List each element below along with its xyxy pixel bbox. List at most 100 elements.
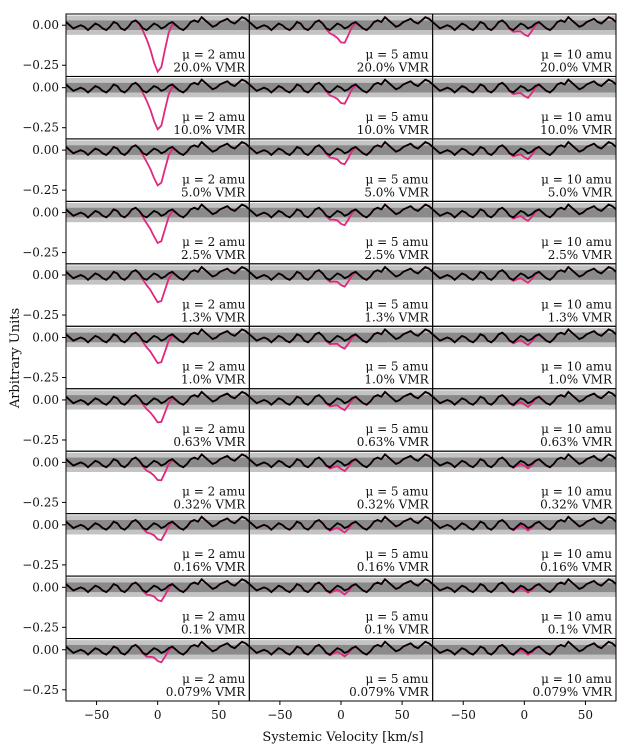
panel-plot-area: [432, 577, 616, 597]
y-tick-label: −0.25: [22, 495, 59, 509]
panel-vmr-label: 20.0% VMR: [540, 60, 613, 74]
panel-vmr-label: 0.16% VMR: [173, 560, 246, 574]
panel-mu-label: μ = 5 amu: [365, 485, 428, 499]
panel-mu-label: μ = 2 amu: [182, 672, 245, 686]
panel-mu-label: μ = 5 amu: [365, 672, 428, 686]
panel-vmr-label: 0.32% VMR: [540, 498, 613, 512]
panel-vmr-label: 20.0% VMR: [173, 60, 246, 74]
panel-vmr-label: 0.63% VMR: [173, 435, 246, 449]
panel-mu-label: μ = 2 amu: [182, 485, 245, 499]
panel-plot-area: [432, 140, 616, 161]
observed-series-line: [432, 328, 616, 344]
panel-plot-area: [66, 78, 250, 131]
y-tick-label: 0.00: [32, 643, 59, 657]
panel-mu-label: μ = 10 amu: [541, 110, 612, 124]
observed-series-line: [432, 453, 616, 469]
panel-mu-label: μ = 10 amu: [541, 485, 612, 499]
panel-mu-label: μ = 10 amu: [541, 47, 612, 61]
panel-vmr-label: 10.0% VMR: [540, 123, 613, 137]
observed-series-line: [249, 453, 433, 469]
panel-mu-label: μ = 2 amu: [182, 547, 245, 561]
x-tick-label: 0: [521, 708, 529, 722]
panel-plot-area: [432, 265, 616, 285]
panel-mu-label: μ = 10 amu: [541, 172, 612, 186]
observed-series-line: [249, 78, 433, 94]
observed-series-line: [66, 78, 250, 94]
observed-series-line: [66, 577, 250, 594]
panel-mu-label: μ = 10 amu: [541, 360, 612, 374]
panel-vmr-label: 1.3% VMR: [181, 310, 246, 324]
y-tick-label: −0.25: [22, 58, 59, 72]
observed-series-line: [66, 203, 250, 219]
panel-mu-label: μ = 2 amu: [182, 360, 245, 374]
panel-vmr-label: 5.0% VMR: [364, 185, 429, 199]
panel-plot-area: [249, 640, 433, 660]
x-tick-label: 0: [337, 708, 345, 722]
y-tick-label: −0.25: [22, 371, 59, 385]
y-tick-label: 0.00: [32, 580, 59, 594]
panel-vmr-label: 20.0% VMR: [357, 60, 430, 74]
panel-vmr-label: 0.079% VMR: [166, 685, 247, 699]
panel-plot-area: [66, 640, 250, 664]
panel-vmr-label: 0.63% VMR: [540, 435, 613, 449]
y-tick-label: −0.25: [22, 308, 59, 322]
panel-vmr-label: 0.16% VMR: [540, 560, 613, 574]
panel-vmr-label: 1.0% VMR: [364, 373, 429, 387]
x-axis-label: Systemic Velocity [km/s]: [262, 730, 423, 745]
panel-vmr-label: 0.079% VMR: [532, 685, 613, 699]
panel-plot-area: [66, 140, 250, 187]
panel-vmr-label: 10.0% VMR: [173, 123, 246, 137]
x-tick-label: −50: [84, 708, 109, 722]
observed-series-line: [432, 390, 616, 406]
y-tick-label: −0.25: [22, 620, 59, 634]
panel-plot-area: [249, 515, 433, 535]
panel-plot-area: [432, 202, 616, 223]
panel-mu-label: μ = 5 amu: [365, 172, 428, 186]
y-tick-label: 0.00: [32, 330, 59, 344]
y-tick-label: 0.00: [32, 268, 59, 282]
panel-mu-label: μ = 5 amu: [365, 297, 428, 311]
x-tick-label: 50: [211, 708, 226, 722]
panel-plot-area: [249, 452, 433, 473]
panel-mu-label: μ = 10 amu: [541, 297, 612, 311]
observed-series-line: [432, 265, 616, 282]
panel-mu-label: μ = 5 amu: [365, 360, 428, 374]
y-tick-label: 0.00: [32, 518, 59, 532]
observed-series-line: [66, 640, 250, 656]
panel-plot-area: [249, 265, 433, 288]
y-tick-label: −0.25: [22, 183, 59, 197]
panel-vmr-label: 2.5% VMR: [548, 248, 613, 262]
panel-vmr-label: 0.16% VMR: [357, 560, 430, 574]
observed-series-line: [432, 203, 616, 219]
observed-series-line: [249, 203, 433, 219]
observed-series-line: [249, 15, 433, 32]
observed-series-line: [432, 515, 616, 531]
panel-mu-label: μ = 10 amu: [541, 610, 612, 624]
panel-plot-area: [249, 202, 433, 227]
panel-plot-area: [432, 15, 616, 38]
panel-mu-label: μ = 10 amu: [541, 547, 612, 561]
observed-series-line: [66, 390, 250, 406]
y-tick-label: −0.25: [22, 246, 59, 260]
x-tick-label: 50: [578, 708, 593, 722]
panel-plot-area: [66, 202, 250, 245]
panel-vmr-label: 5.0% VMR: [548, 185, 613, 199]
panel-vmr-label: 0.1% VMR: [548, 623, 613, 637]
panel-plot-area: [432, 78, 616, 99]
y-axis-label: Arbitrary Units: [8, 308, 23, 409]
panel-plot-area: [66, 15, 250, 74]
